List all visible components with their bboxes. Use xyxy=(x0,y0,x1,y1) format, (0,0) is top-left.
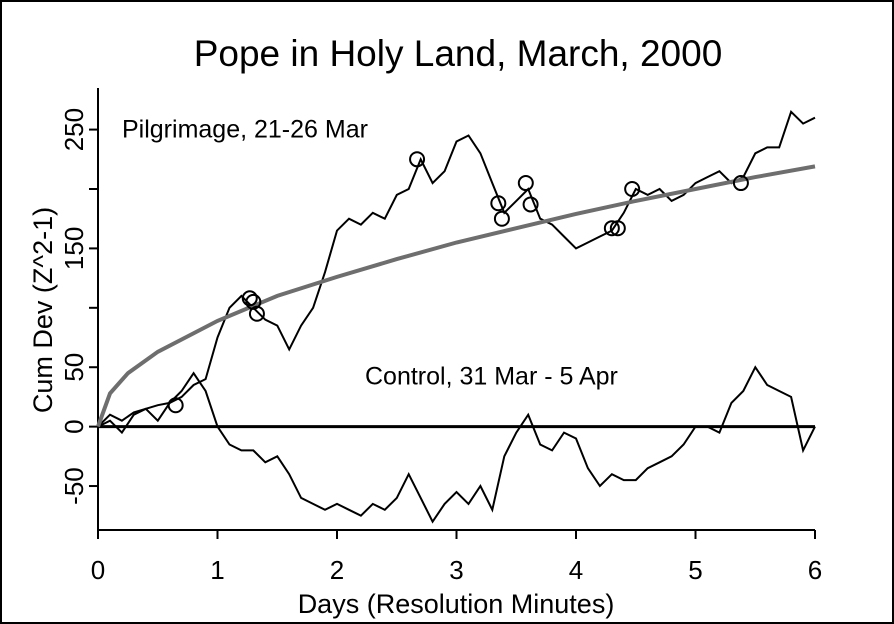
x-axis-title: Days (Resolution Minutes) xyxy=(298,589,615,619)
event-marker xyxy=(624,180,641,197)
series-line xyxy=(97,365,816,524)
chart-title: Pope in Holy Land, March, 2000 xyxy=(194,33,723,74)
x-tick-label: 2 xyxy=(330,555,344,585)
x-tick-label: 0 xyxy=(91,555,105,585)
y-tick-label: 150 xyxy=(59,227,89,270)
y-axis-title: Cum Dev (Z^2-1) xyxy=(28,207,58,413)
event-marker xyxy=(241,290,258,307)
event-marker xyxy=(522,196,539,213)
x-tick-label: 4 xyxy=(569,555,583,585)
y-tick-label: 250 xyxy=(59,108,89,151)
event-marker xyxy=(167,397,184,414)
x-tick-label: 6 xyxy=(808,555,822,585)
x-tick-label: 3 xyxy=(449,555,463,585)
event-marker xyxy=(517,175,534,192)
y-tick-label: 0 xyxy=(59,419,89,433)
event-marker xyxy=(732,175,749,192)
event-marker xyxy=(409,151,426,168)
x-tick-label: 5 xyxy=(688,555,702,585)
event-marker xyxy=(609,220,626,237)
annotation: Control, 31 Mar - 5 Apr xyxy=(365,363,618,391)
event-marker xyxy=(248,305,265,322)
x-tick-label: 1 xyxy=(210,555,224,585)
series-line xyxy=(96,164,816,428)
y-tick-label: -50 xyxy=(59,467,89,505)
annotation: Pilgrimage, 21-26 Mar xyxy=(122,116,368,144)
event-marker xyxy=(603,220,620,237)
event-marker xyxy=(493,210,510,227)
series-line xyxy=(97,109,816,428)
event-marker xyxy=(490,195,507,212)
y-tick-label: 50 xyxy=(59,353,89,382)
